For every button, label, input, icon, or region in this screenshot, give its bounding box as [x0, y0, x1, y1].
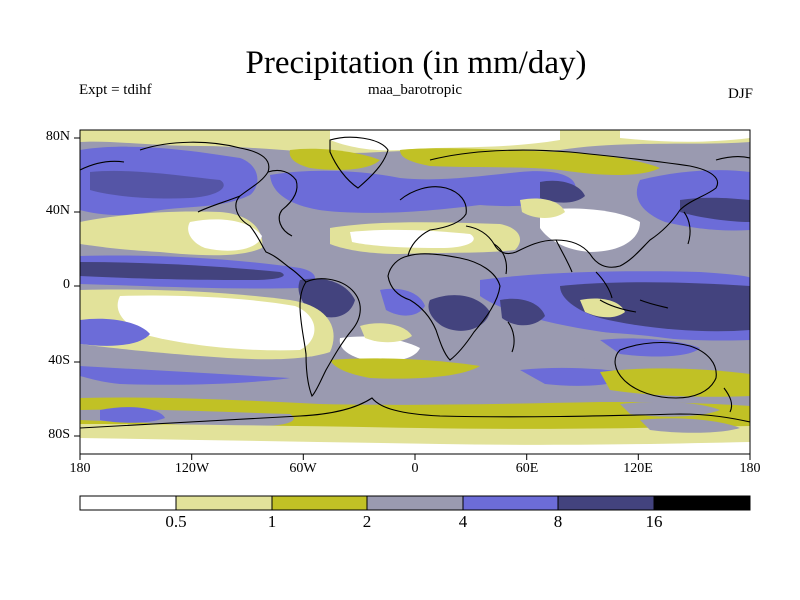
x-tick-label: 180	[69, 461, 91, 476]
x-tick-label: 180	[739, 461, 761, 476]
x-tick-label: 120E	[623, 461, 653, 476]
field-sahara-dry	[350, 229, 474, 248]
axis-ticks	[74, 137, 751, 460]
field-congo-core	[428, 295, 490, 331]
field-natl-storm	[270, 170, 576, 213]
x-tick-label: 0	[411, 461, 419, 476]
field-itcz-core	[80, 262, 284, 280]
colorbar-label: 1	[267, 512, 277, 531]
colorbar-label: 16	[645, 512, 663, 531]
field-npac-dry	[188, 219, 262, 251]
case-label: maa_barotropic	[367, 82, 463, 98]
x-tick-label: 60E	[515, 461, 539, 476]
colorbar-swatch-2	[175, 495, 273, 511]
colorbar-swatch-7	[653, 495, 751, 511]
season-label: DJF	[727, 86, 753, 102]
field-warm-pool-core	[560, 282, 750, 332]
colorbar-swatch-6	[557, 495, 655, 511]
field-nwpac-core	[680, 197, 750, 222]
field-npac-core	[90, 170, 224, 199]
field-eurasia-core	[540, 180, 585, 203]
colorbar-label: 8	[553, 512, 563, 531]
y-tick-label: 0	[63, 277, 70, 292]
colorbar-swatch-5	[462, 495, 559, 511]
y-tick-label: 40S	[48, 353, 70, 368]
field-antarctic-gray-e	[620, 402, 720, 417]
map-title: Precipitation (in mm/day)	[245, 45, 587, 81]
field-satl-dry	[339, 336, 420, 362]
field-arctic-white-2	[620, 130, 750, 142]
colorbar	[79, 495, 751, 511]
field-antarctic-gray-e2	[640, 418, 740, 433]
field-antarctic-dry	[80, 438, 750, 454]
precip-field	[80, 130, 750, 454]
field-atl-itcz	[380, 288, 425, 316]
field-greenland-olive	[289, 148, 380, 170]
field-tibet-light	[520, 198, 565, 218]
y-tick-label: 80N	[45, 129, 70, 144]
field-satl-light	[360, 323, 412, 343]
field-indian-core	[500, 298, 545, 326]
experiment-label: Expt = tdihf	[79, 82, 152, 98]
colorbar-label: 0.5	[165, 512, 187, 531]
field-spcz-east	[80, 318, 150, 346]
x-tick-label: 120W	[174, 461, 210, 476]
field-southern-olive-mid	[330, 358, 480, 379]
field-sepac-dry	[117, 295, 315, 351]
x-tick-label: 60W	[289, 461, 317, 476]
field-arctic-white	[330, 130, 560, 151]
colorbar-label: 2	[362, 512, 372, 531]
colorbar-swatch-1	[79, 495, 177, 511]
colorbar-swatch-3	[271, 495, 368, 511]
y-tick-label: 40N	[45, 203, 70, 218]
field-antarctic-blue-w	[100, 407, 165, 423]
colorbar-swatch-4	[366, 495, 464, 511]
y-tick-label: 80S	[48, 427, 70, 442]
coastlines	[80, 136, 750, 429]
colorbar-label: 4	[458, 512, 468, 531]
field-southern-blue-w	[80, 366, 290, 385]
field-ind-ocean-light	[580, 298, 625, 318]
